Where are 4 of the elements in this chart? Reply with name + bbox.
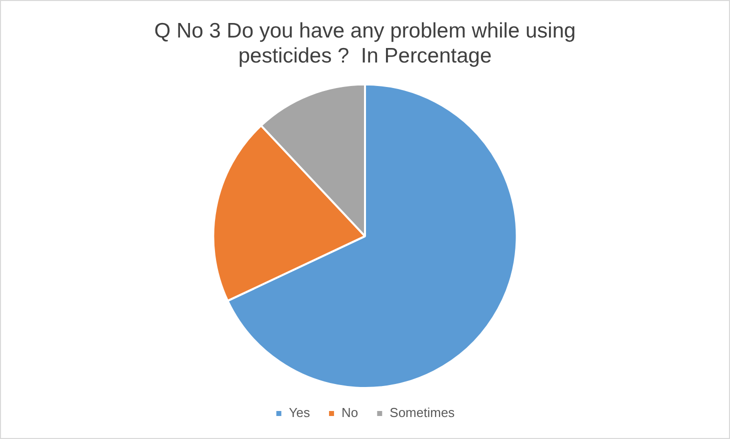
legend-label: Yes [288, 405, 311, 420]
chart-title: Q No 3 Do you have any problem while using pesticides ? In Percentage [154, 19, 576, 68]
legend-label: Sometimes [390, 405, 456, 420]
legend-label: No [342, 405, 358, 420]
